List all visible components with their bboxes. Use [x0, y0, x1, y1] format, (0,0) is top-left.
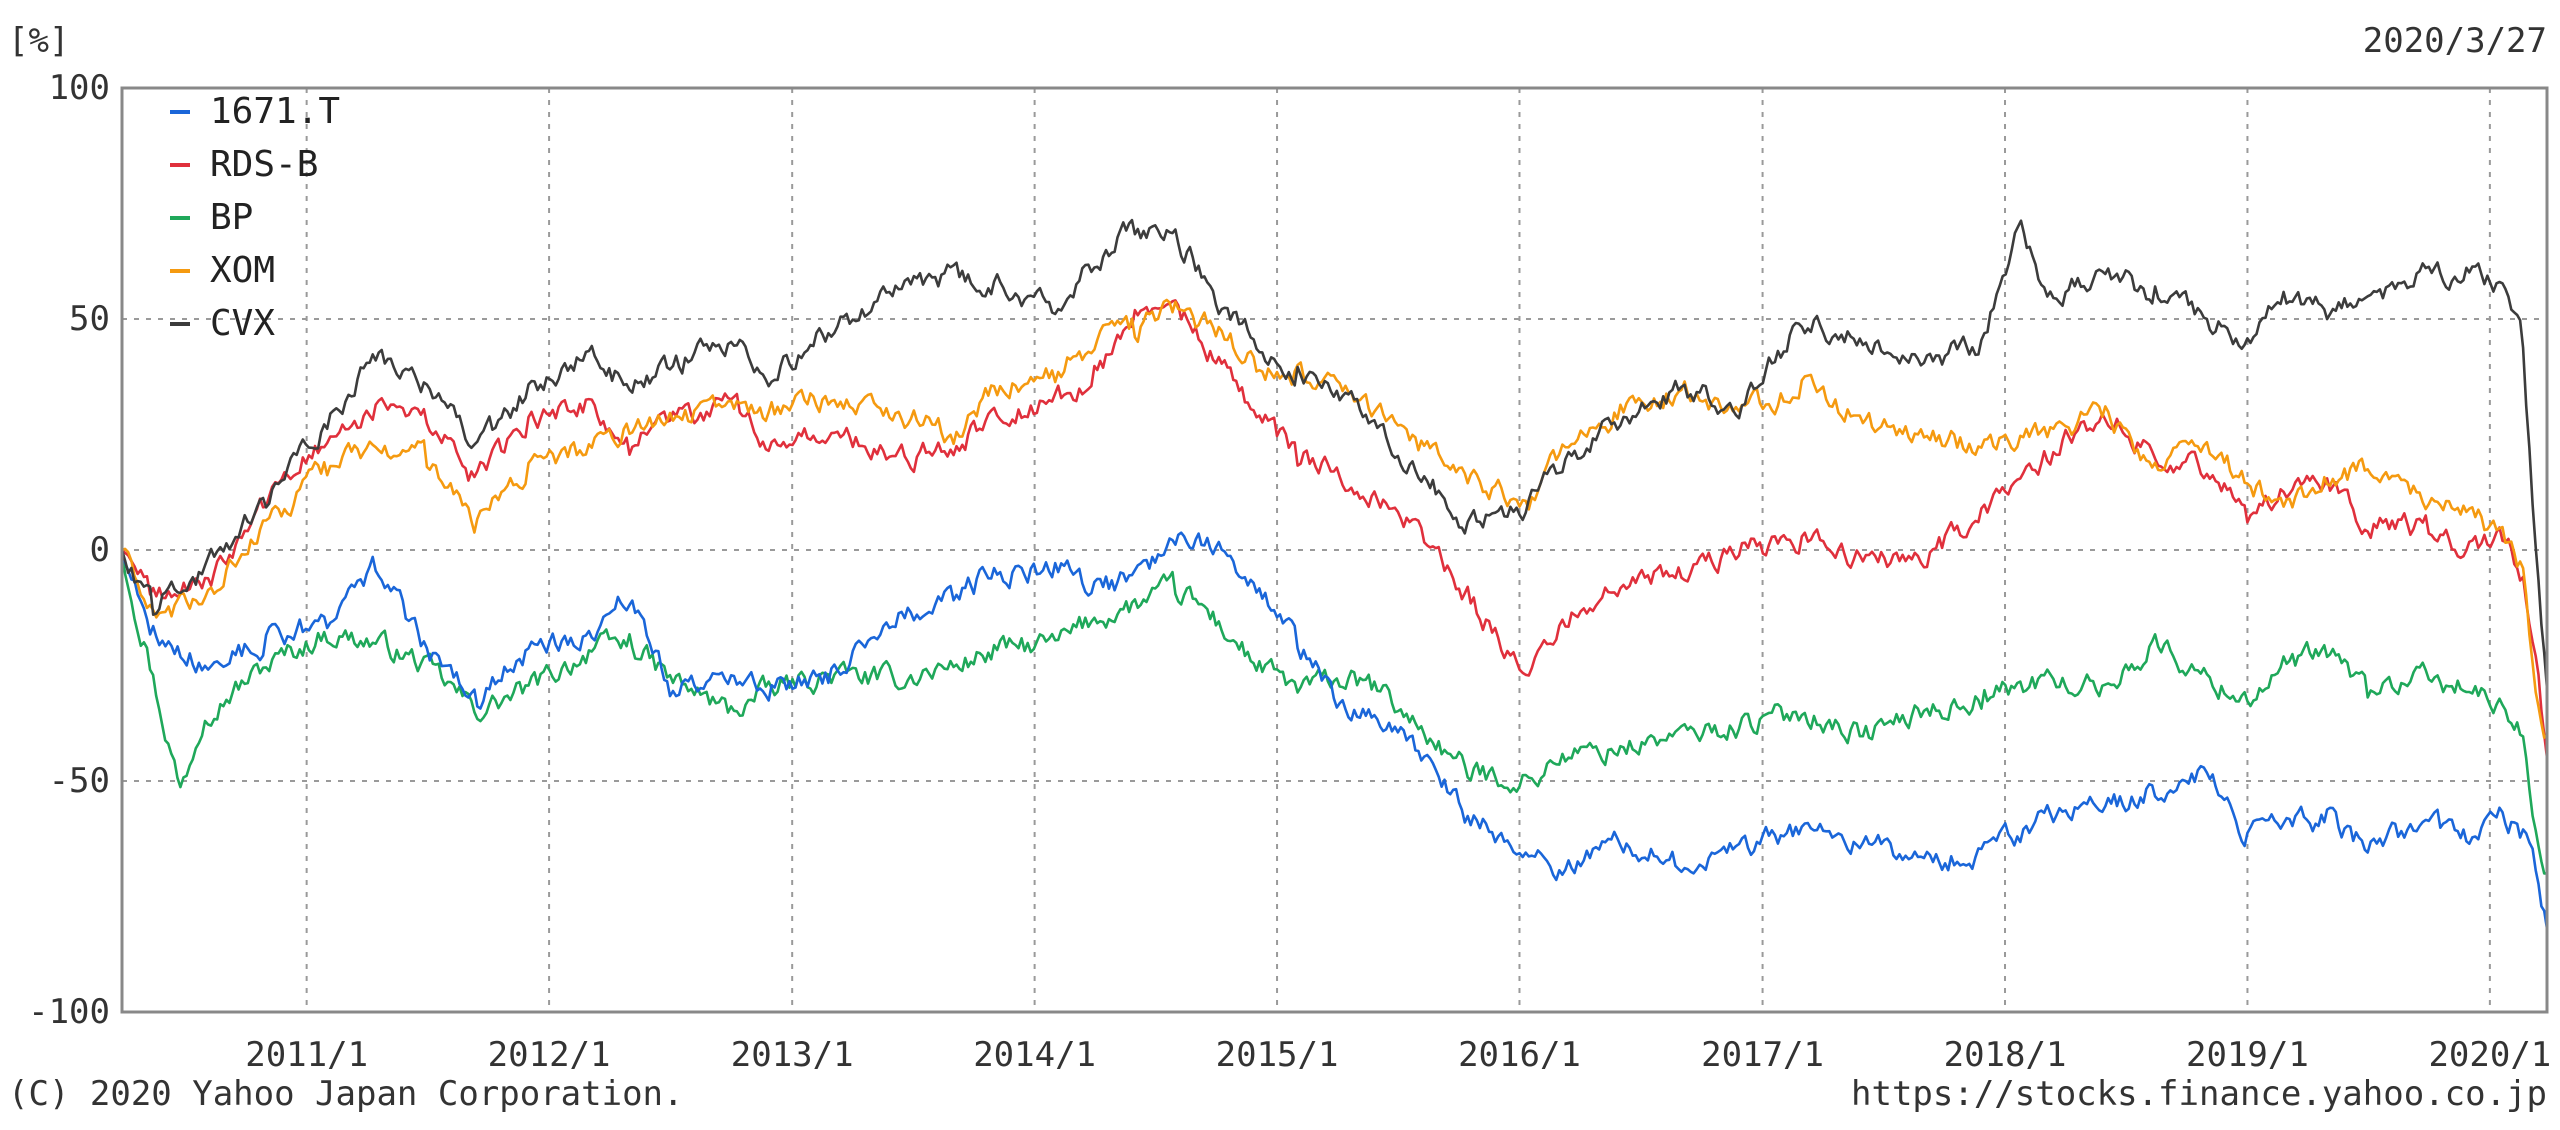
legend-label: 1671.T — [210, 91, 340, 132]
unit-label: [%] — [8, 21, 69, 61]
legend-label: XOM — [210, 250, 275, 291]
x-tick-label: 2020/1 — [2428, 1035, 2551, 1075]
series-line-xom — [121, 298, 2548, 739]
x-tick-label: 2013/1 — [731, 1035, 854, 1075]
x-tick-label: 2014/1 — [973, 1035, 1096, 1075]
y-tick-label: 100 — [49, 68, 110, 108]
y-tick-label: -100 — [28, 992, 110, 1032]
y-tick-label: 50 — [69, 299, 110, 339]
x-tick-label: 2018/1 — [1944, 1035, 2067, 1075]
legend-label: CVX — [210, 303, 275, 344]
x-tick-label: 2012/1 — [488, 1035, 611, 1075]
legend: 1671.T RDS-B BP XOM CVX — [170, 91, 340, 344]
grid-lines — [122, 88, 2547, 1012]
series-line-cvx — [120, 218, 2549, 689]
y-tick-labels: 100 50 0 -50 -100 — [28, 68, 110, 1032]
x-tick-label: 2017/1 — [1701, 1035, 1824, 1075]
x-tick-label: 2019/1 — [2186, 1035, 2309, 1075]
series-line-rds-b — [121, 299, 2549, 759]
series-layer — [120, 218, 2549, 929]
y-tick-label: 0 — [90, 530, 110, 570]
series-line-bp — [120, 549, 2547, 875]
date-label: 2020/3/27 — [2363, 21, 2547, 61]
x-tick-labels: 2011/1 2012/1 2013/1 2014/1 2015/1 2016/1 2017… — [245, 1035, 2551, 1075]
source-url: https://stocks.finance.yahoo.co.jp — [1851, 1074, 2547, 1114]
x-tick-label: 2016/1 — [1458, 1035, 1581, 1075]
x-tick-label: 2011/1 — [245, 1035, 368, 1075]
plot-frame — [120, 86, 2549, 1014]
legend-label: RDS-B — [210, 144, 318, 185]
legend-label: BP — [210, 197, 253, 238]
x-tick-label: 2015/1 — [1216, 1035, 1339, 1075]
copyright-text: (C) 2020 Yahoo Japan Corporation. — [8, 1074, 684, 1114]
y-tick-label: -50 — [49, 761, 110, 801]
series-line-1671-t — [120, 531, 2549, 929]
